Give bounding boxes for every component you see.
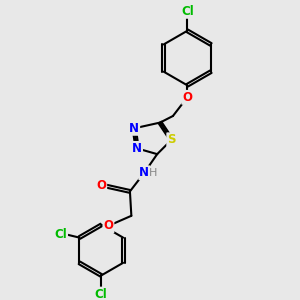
Text: Cl: Cl [54, 228, 67, 241]
Text: Cl: Cl [181, 5, 194, 18]
Text: S: S [167, 133, 176, 146]
Text: N: N [132, 142, 142, 155]
Text: N: N [139, 166, 149, 179]
Text: O: O [96, 179, 106, 192]
Text: N: N [129, 122, 139, 135]
Text: O: O [182, 91, 192, 104]
Text: Cl: Cl [95, 288, 108, 300]
Text: H: H [149, 168, 158, 178]
Text: O: O [103, 219, 113, 232]
